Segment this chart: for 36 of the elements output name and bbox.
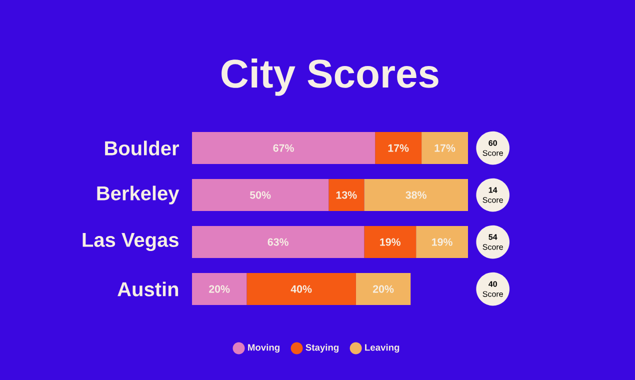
y-tick-label: Boulder — [105, 140, 179, 156]
data-label: 13% — [336, 191, 357, 199]
text: 14 Score — [482, 187, 503, 203]
bar — [364, 226, 416, 258]
bar — [192, 273, 247, 306]
legend-label: Moving — [248, 344, 280, 353]
data-label: 63% — [268, 238, 288, 246]
data-label: 40% — [290, 285, 312, 293]
legend-label: Leaving — [365, 344, 400, 353]
text: 40 Score — [482, 281, 503, 297]
data-label: 38% — [406, 191, 426, 199]
chart-title: City Scores — [222, 58, 438, 96]
data-label: 20% — [209, 285, 230, 293]
data-label: 19% — [432, 238, 452, 246]
bar — [422, 132, 468, 164]
data-label: 17% — [388, 144, 409, 152]
data-label: 17% — [434, 144, 456, 152]
data-label: 67% — [273, 144, 294, 152]
bar — [192, 132, 376, 164]
bar — [364, 179, 468, 212]
bar — [192, 179, 329, 212]
bar — [192, 226, 364, 258]
y-tick-label: Las Vegas — [82, 233, 178, 252]
data-label: 50% — [250, 191, 271, 199]
y-tick-label: Austin — [118, 282, 178, 296]
legend-label: Staying — [306, 344, 339, 353]
text: 54 Score — [482, 234, 503, 250]
text: 60 Score — [482, 140, 503, 156]
data-label: 19% — [380, 238, 401, 246]
bar — [416, 226, 468, 258]
bar — [328, 179, 364, 212]
bar — [246, 273, 356, 306]
bar — [375, 132, 422, 164]
y-tick-label: Berkeley — [97, 186, 180, 204]
bar — [356, 273, 411, 306]
data-label: 20% — [372, 285, 394, 293]
